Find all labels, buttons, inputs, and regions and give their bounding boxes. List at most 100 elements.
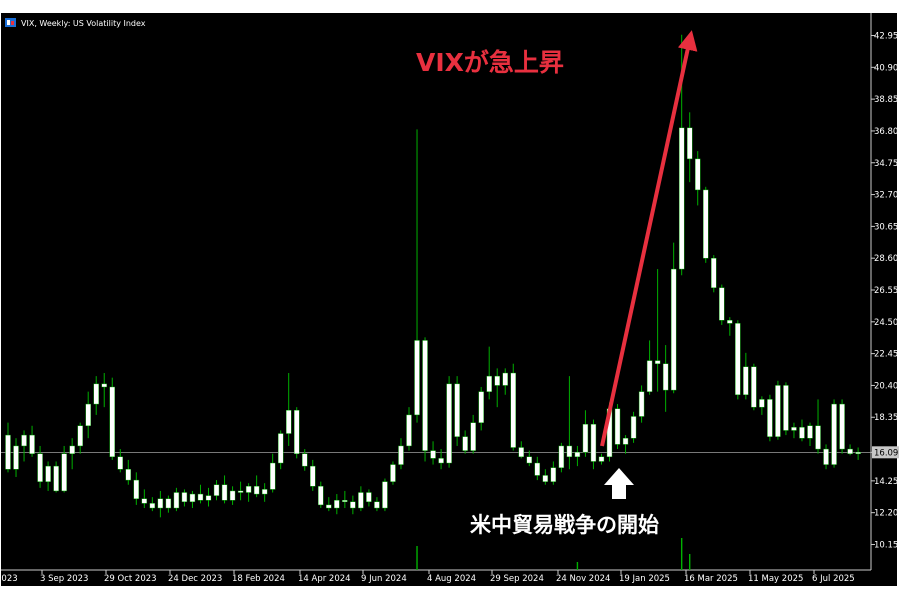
candle-body (566, 445, 573, 458)
candle (205, 487, 212, 507)
candle-body (751, 366, 757, 408)
candle-body (422, 340, 428, 451)
candle (286, 373, 292, 446)
candle-body (687, 127, 693, 160)
candle (502, 368, 508, 395)
candle-body (93, 383, 99, 405)
y-tick-label: 30.65 (874, 222, 898, 232)
candle-body (406, 414, 412, 447)
candle (133, 472, 140, 505)
candle (438, 449, 444, 470)
candle (598, 453, 605, 465)
candle-body (526, 456, 532, 464)
candle-body (5, 434, 11, 470)
candle (334, 494, 340, 515)
candle (518, 441, 524, 459)
candle (646, 340, 653, 395)
candle-body (414, 340, 420, 416)
candle (382, 478, 388, 512)
candle (566, 376, 573, 470)
candle (398, 438, 404, 470)
candle (727, 317, 733, 336)
candle (277, 430, 284, 470)
candle (237, 481, 244, 501)
candle-body (719, 287, 725, 321)
candle (703, 186, 709, 263)
candle (670, 242, 677, 394)
candle-body (205, 495, 212, 501)
candle (61, 445, 67, 493)
candle (478, 386, 484, 431)
candle (101, 373, 107, 408)
candle (582, 410, 589, 457)
candle-body (61, 453, 67, 492)
candle-body (815, 425, 821, 450)
candle-body (366, 492, 372, 503)
y-tick-label: 22.45 (874, 350, 898, 360)
candle (759, 396, 765, 415)
candle-layer (5, 34, 861, 518)
candle-body (518, 447, 524, 458)
y-tick-label: 36.80 (874, 127, 898, 137)
candle (213, 480, 220, 501)
plot-background (1, 13, 871, 586)
candle-body (286, 410, 292, 434)
candle-body (149, 503, 156, 509)
candle (406, 407, 412, 451)
candle (69, 438, 75, 470)
chart-header: VIX, Weekly: US Volatility Index (5, 18, 146, 28)
candle (590, 419, 597, 470)
volume-bar (416, 546, 418, 570)
candle-body (446, 383, 452, 464)
candle-body (630, 416, 637, 439)
candle (269, 453, 276, 493)
candle (534, 456, 541, 481)
candle-body (807, 425, 813, 439)
candle-body (791, 427, 797, 431)
candle-body (678, 127, 685, 270)
candle-body (470, 422, 476, 451)
candle (430, 441, 436, 465)
candle (85, 391, 91, 439)
candle-body (542, 475, 549, 482)
candle-body (37, 453, 43, 482)
candle-body (622, 437, 629, 445)
candle-body (638, 391, 645, 417)
x-tick-label: 24 Dec 2023 (168, 574, 222, 584)
candle-body (646, 360, 653, 392)
candle-body (775, 385, 781, 437)
y-tick-label: 26.55 (874, 286, 898, 296)
candle-body (670, 268, 677, 391)
candle-body (695, 158, 701, 191)
x-tick-label: 2023 (0, 574, 18, 584)
candle (37, 445, 43, 488)
candle (558, 442, 565, 473)
candle (165, 495, 172, 513)
candle (542, 469, 549, 485)
candle (622, 435, 629, 454)
y-tick-label: 10.15 (874, 540, 898, 550)
candle-body (45, 465, 51, 482)
candle-body (823, 448, 829, 465)
candle-body (245, 486, 252, 493)
candle-body (189, 493, 196, 503)
candle-body (614, 408, 621, 445)
candle-body (598, 456, 605, 462)
candle (53, 461, 59, 493)
y-tick-label: 28.60 (874, 254, 898, 264)
candle-body (743, 366, 749, 395)
candle-body (165, 498, 172, 509)
candle-body (374, 501, 380, 509)
candle-body (454, 383, 460, 437)
current-price-box (872, 446, 899, 459)
candle (125, 459, 132, 485)
candle-body (133, 479, 140, 499)
candle (743, 352, 749, 400)
candle-body (53, 465, 59, 492)
candle (454, 376, 460, 446)
candle-body (839, 403, 845, 450)
candle (318, 481, 324, 509)
candle-body (125, 469, 132, 481)
